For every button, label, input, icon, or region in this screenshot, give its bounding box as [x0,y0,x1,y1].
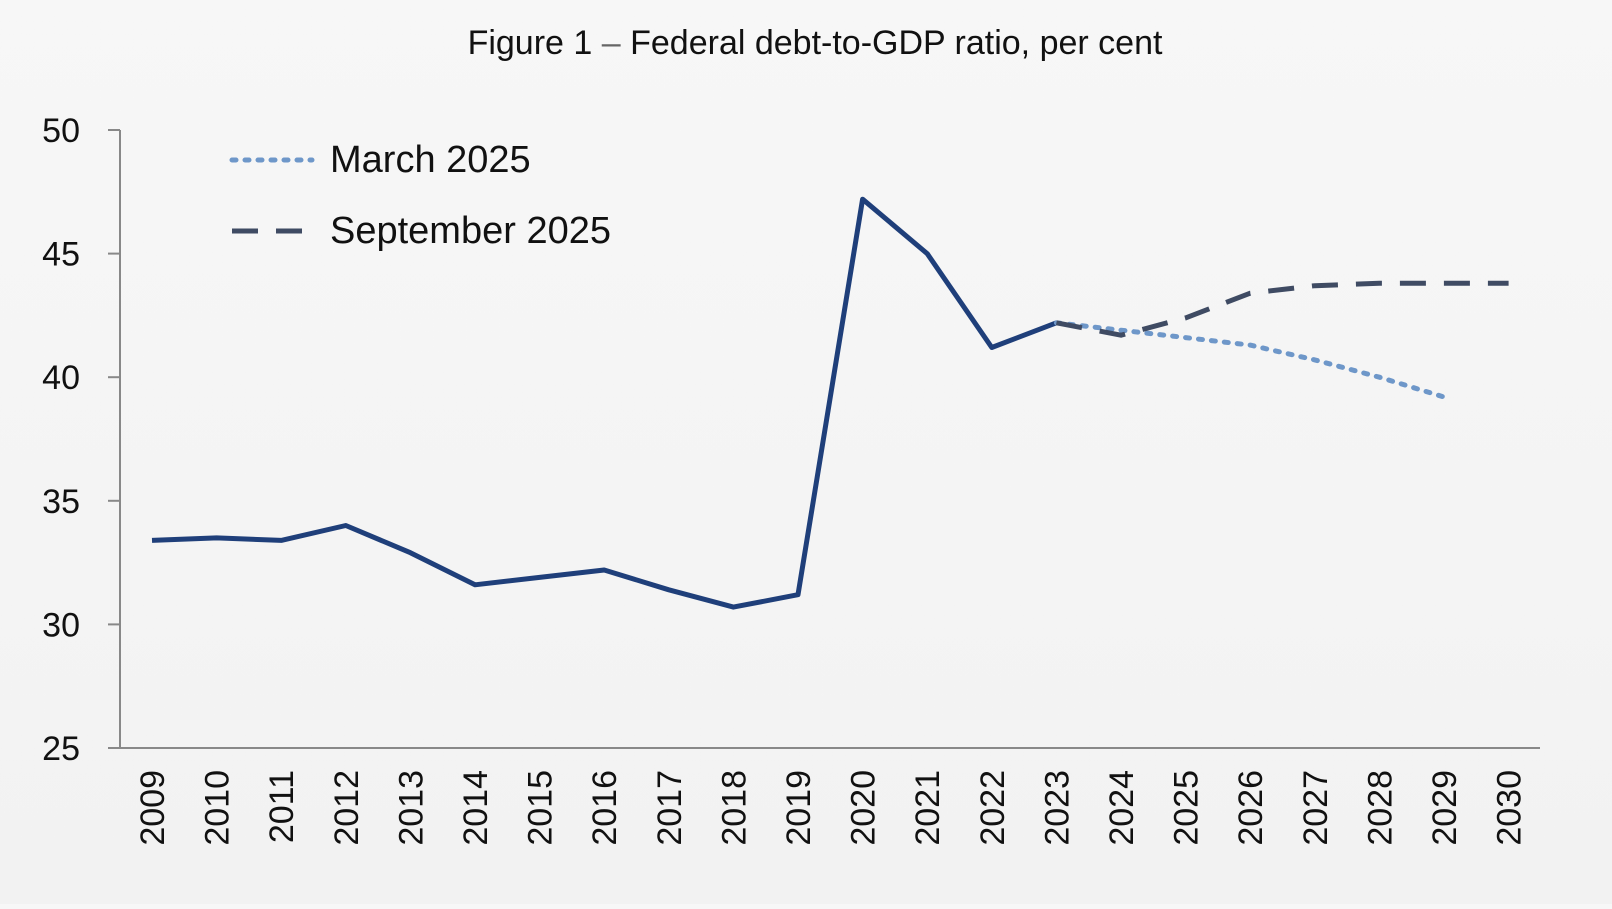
y-tick-label: 40 [42,359,80,397]
x-tick-label: 2018 [715,770,753,846]
y-tick-label: 30 [42,606,80,644]
chart-title-prefix: Figure 1 [468,24,593,62]
x-tick-label: 2020 [845,770,883,846]
x-tick-label: 2030 [1491,770,1529,846]
legend-label-march-2025: March 2025 [330,139,531,181]
y-tick-label: 50 [42,112,80,150]
y-tick-label: 25 [42,730,80,768]
x-tick-label: 2014 [457,770,495,846]
x-tick-label: 2024 [1103,770,1141,846]
axes: 25 30 35 40 45 50 2009 2010 2011 2012 2013 2014 2015… [42,112,1540,846]
series-line-september-2025 [1055,280,1509,338]
x-tick-label: 2017 [651,770,689,846]
chart-title-separator: – [592,24,630,62]
x-tick-label: 2013 [392,770,430,846]
legend: March 2025 September 2025 [229,139,611,252]
x-tick-label: 2028 [1361,770,1399,846]
chart-title-text: Federal debt-to-GDP ratio, per cent [630,24,1163,62]
legend-label-september-2025: September 2025 [330,210,611,252]
x-tick-label: 2016 [586,770,624,846]
x-tick-label: 2026 [1232,770,1270,846]
x-tick-label: 2021 [909,770,947,846]
y-tick-label: 45 [42,236,80,274]
x-tick-label: 2012 [328,770,366,846]
x-tick-label: 2025 [1168,770,1206,846]
x-tick-label: 2011 [263,770,301,843]
x-tick-label: 2009 [134,770,172,846]
x-tick-label: 2019 [780,770,818,846]
series-layer [151,196,1509,610]
series-line-historical [151,196,1058,610]
series-line-march-2025 [1053,320,1447,400]
x-tick-label: 2010 [199,770,237,846]
x-tick-label: 2029 [1426,770,1464,846]
x-tick-label: 2027 [1297,770,1335,846]
chart-title: Figure 1 – Federal debt-to-GDP ratio, pe… [468,24,1163,62]
y-tick-label: 35 [42,483,80,521]
x-tick-label: 2015 [522,770,560,846]
x-tick-label: 2022 [974,770,1012,846]
x-tick-label: 2023 [1038,770,1076,846]
